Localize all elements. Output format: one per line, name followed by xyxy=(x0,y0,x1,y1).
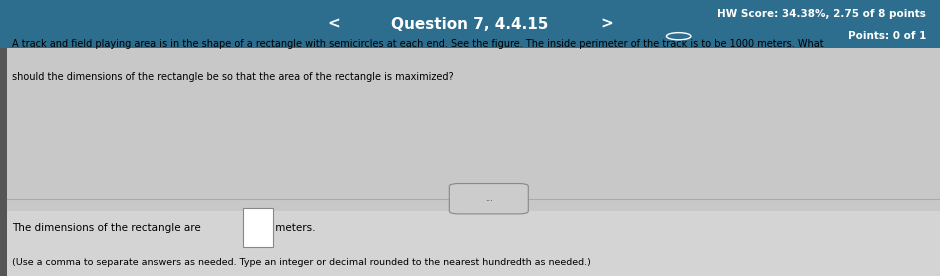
FancyBboxPatch shape xyxy=(449,184,528,214)
Text: Points: 0 of 1: Points: 0 of 1 xyxy=(848,31,926,41)
Text: ...: ... xyxy=(485,194,493,203)
Text: >: > xyxy=(600,17,613,32)
FancyBboxPatch shape xyxy=(0,0,940,48)
FancyBboxPatch shape xyxy=(7,211,940,276)
Text: Question 7, 4.4.15: Question 7, 4.4.15 xyxy=(391,17,549,32)
FancyBboxPatch shape xyxy=(0,48,940,276)
FancyBboxPatch shape xyxy=(0,48,7,276)
Text: meters.: meters. xyxy=(272,223,315,233)
Text: A track and field playing area is in the shape of a rectangle with semicircles a: A track and field playing area is in the… xyxy=(12,39,823,49)
Text: The dimensions of the rectangle are: The dimensions of the rectangle are xyxy=(12,223,204,233)
Text: should the dimensions of the rectangle be so that the area of the rectangle is m: should the dimensions of the rectangle b… xyxy=(12,72,454,82)
FancyBboxPatch shape xyxy=(243,208,273,247)
Text: <: < xyxy=(327,17,340,32)
Text: (Use a comma to separate answers as needed. Type an integer or decimal rounded t: (Use a comma to separate answers as need… xyxy=(12,258,591,267)
Text: HW Score: 34.38%, 2.75 of 8 points: HW Score: 34.38%, 2.75 of 8 points xyxy=(717,9,926,18)
